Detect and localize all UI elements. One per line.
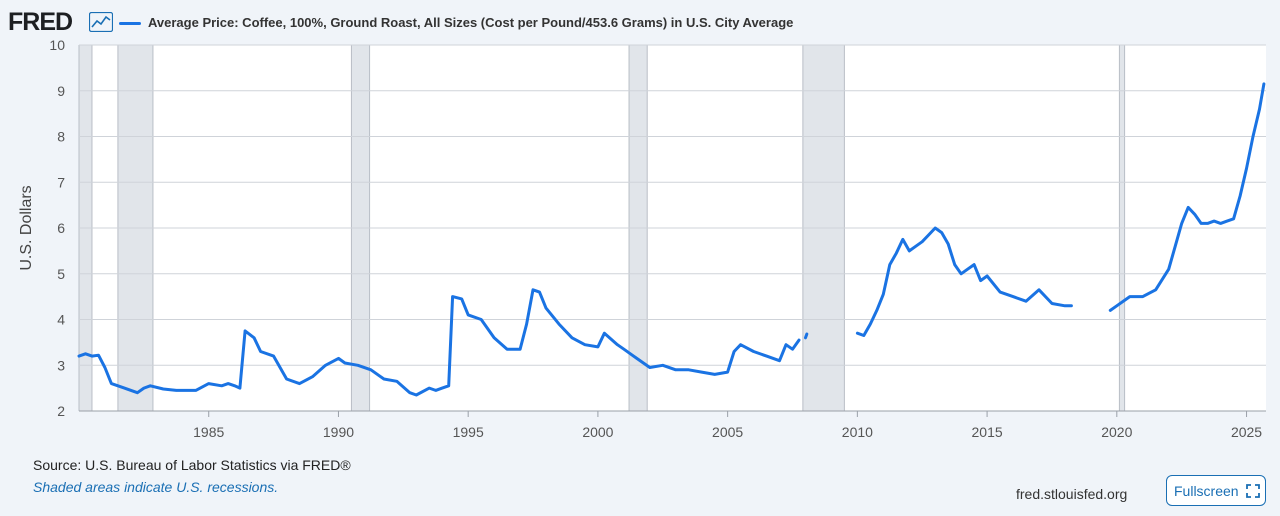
- x-tick-label: 2020: [1101, 424, 1132, 440]
- x-tick-label: 2010: [842, 424, 873, 440]
- x-tick-label: 1990: [323, 424, 354, 440]
- series-line: [855, 226, 1073, 337]
- source-text: Source: U.S. Bureau of Labor Statistics …: [33, 457, 351, 473]
- x-tick-label: 2015: [972, 424, 1003, 440]
- series-line: [1108, 82, 1266, 312]
- y-tick-label: 10: [49, 37, 65, 53]
- y-tick-label: 7: [57, 174, 65, 190]
- y-tick-label: 5: [57, 266, 65, 282]
- recession-note: Shaded areas indicate U.S. recessions.: [33, 479, 279, 495]
- y-tick-label: 6: [57, 220, 65, 236]
- series-line: [77, 288, 801, 397]
- expand-icon: [1246, 484, 1260, 498]
- y-tick-label: 3: [57, 357, 65, 373]
- series-line: [804, 332, 809, 340]
- legend-series-label: Average Price: Coffee, 100%, Ground Roas…: [148, 15, 794, 30]
- x-tick-label: 2005: [712, 424, 743, 440]
- x-tick-label: 2025: [1231, 424, 1262, 440]
- y-tick-label: 8: [57, 129, 65, 145]
- line-graph-icon: [89, 12, 113, 32]
- fullscreen-label: Fullscreen: [1174, 483, 1239, 499]
- y-tick-label: 9: [57, 83, 65, 99]
- y-tick-label: 4: [57, 312, 65, 328]
- x-tick-label: 1995: [453, 424, 484, 440]
- y-axis-label: U.S. Dollars: [18, 185, 35, 270]
- site-link[interactable]: fred.stlouisfed.org: [1016, 486, 1128, 502]
- fred-logo[interactable]: FRED: [8, 8, 73, 36]
- line-chart[interactable]: 2 3 4 5 6 7 8 9 10 1985 1990 1995 2000 2005 2010 2015 20…: [0, 36, 1280, 441]
- legend-swatch: [119, 22, 141, 25]
- x-tick-label: 1985: [193, 424, 224, 440]
- fullscreen-button[interactable]: Fullscreen: [1166, 475, 1266, 506]
- y-tick-label: 2: [57, 403, 65, 419]
- x-tick-label: 2000: [582, 424, 613, 440]
- chart-header: FRED Average Price: Coffee, 100%, Ground…: [0, 0, 1280, 44]
